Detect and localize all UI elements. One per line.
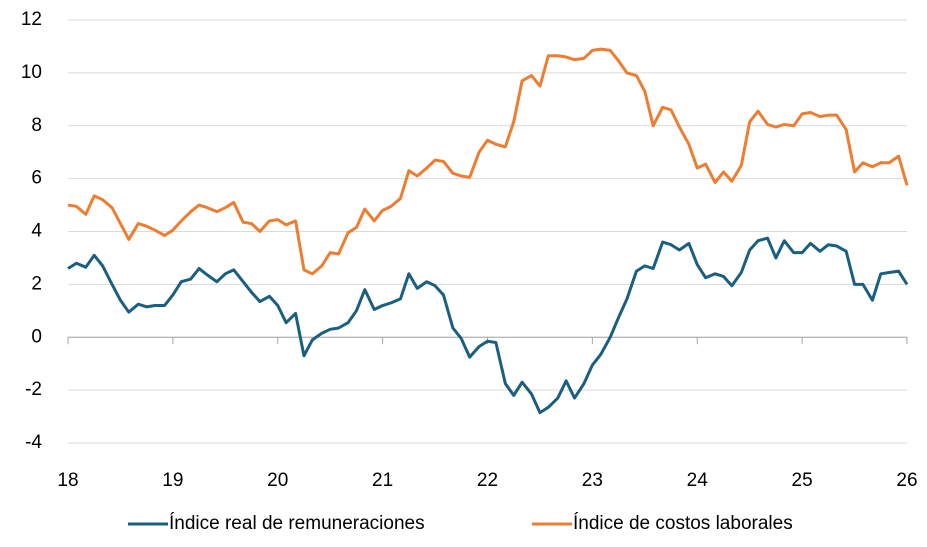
series-line [67, 47, 909, 276]
x-tick-label: 25 [792, 470, 813, 491]
x-tick-label: 26 [896, 470, 917, 491]
y-tick-label: 12 [21, 9, 42, 30]
y-tick-label: 6 [31, 168, 42, 189]
x-tick-label: 24 [687, 470, 709, 491]
y-tick-label: -4 [25, 432, 42, 453]
series-line [67, 236, 909, 415]
x-tick-label: 22 [477, 470, 498, 491]
legend-label: Índice real de remuneraciones [169, 513, 425, 534]
legend-label: Índice de costos laborales [573, 513, 793, 534]
y-tick-label: 10 [21, 62, 42, 83]
y-tick-label: 8 [31, 115, 42, 136]
x-tick-label: 20 [267, 470, 288, 491]
y-tick-label: 4 [31, 221, 42, 242]
x-tick-label: 18 [57, 470, 78, 491]
y-tick-label: -2 [25, 379, 42, 400]
y-tick-label: 2 [31, 273, 42, 294]
x-tick-label: 19 [162, 470, 183, 491]
x-tick-label: 23 [582, 470, 603, 491]
y-tick-label: 0 [31, 326, 42, 347]
x-tick-label: 21 [372, 470, 393, 491]
